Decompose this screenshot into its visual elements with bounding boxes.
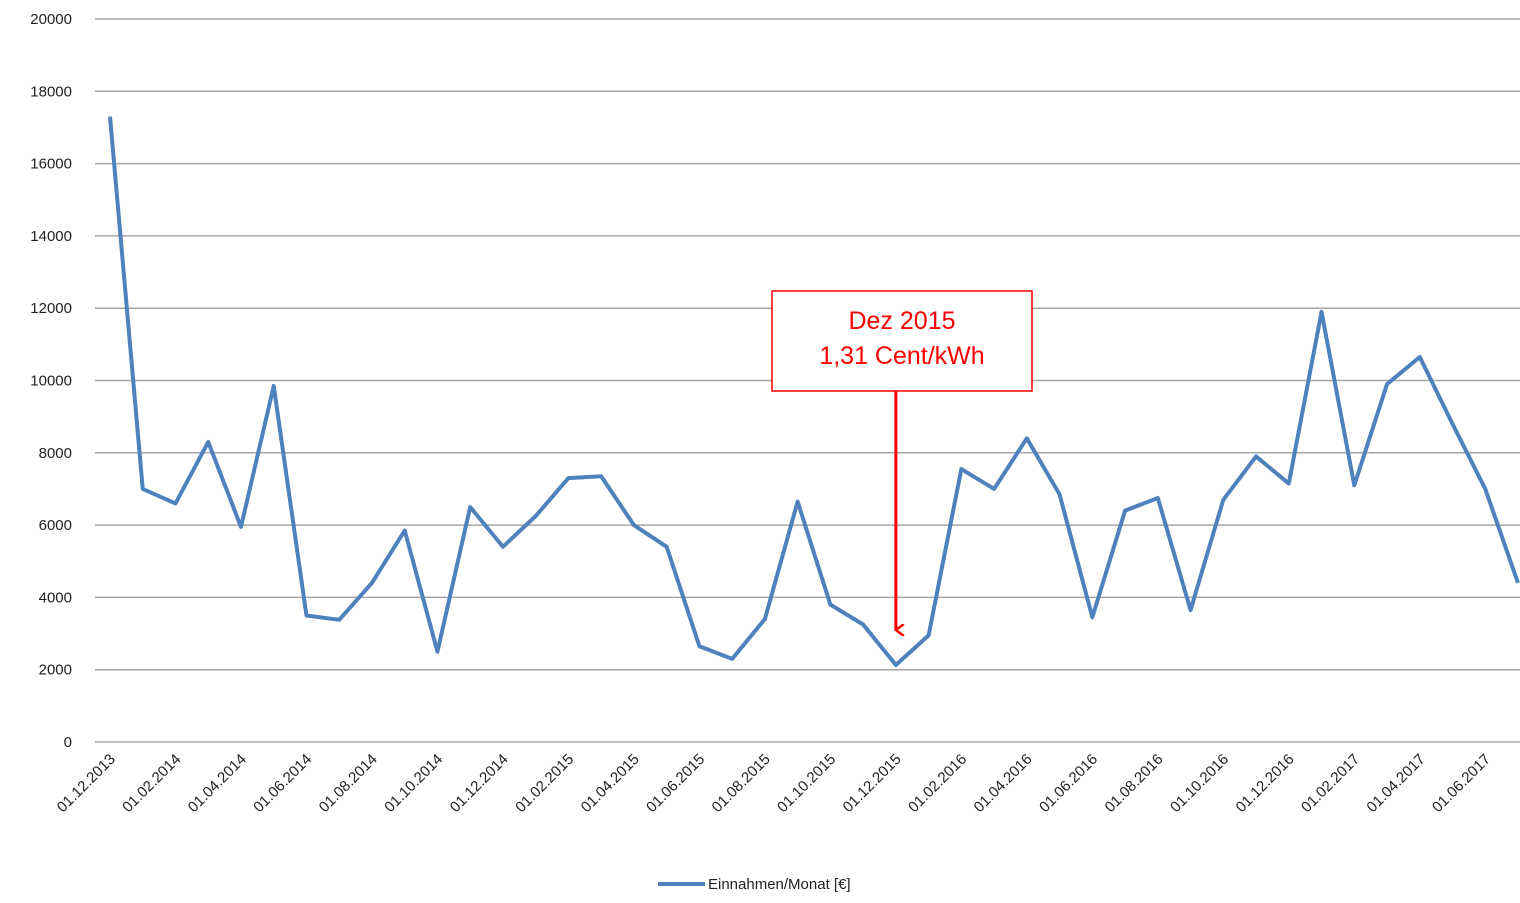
annotation-text: Dez 2015 xyxy=(848,307,955,335)
x-tick-label: 01.06.2015 xyxy=(643,751,708,816)
annotation-text: 1,31 Cent/kWh xyxy=(819,342,984,370)
y-tick-label: 18000 xyxy=(30,83,72,100)
x-tick-label: 01.10.2014 xyxy=(381,751,446,816)
x-tick-label: 01.04.2015 xyxy=(578,751,643,816)
x-tick-label: 01.10.2015 xyxy=(774,751,839,816)
x-tick-label: 01.02.2014 xyxy=(119,751,184,816)
x-tick-label: 01.02.2017 xyxy=(1298,751,1363,816)
x-tick-label: 01.02.2016 xyxy=(905,751,970,816)
y-tick-label: 6000 xyxy=(39,517,72,534)
y-tick-label: 2000 xyxy=(39,662,72,679)
x-tick-label: 01.04.2017 xyxy=(1363,751,1428,816)
x-tick-label: 01.06.2016 xyxy=(1036,751,1101,816)
x-tick-label: 01.06.2017 xyxy=(1429,751,1494,816)
x-tick-label: 01.12.2014 xyxy=(447,751,512,816)
x-tick-label: 01.12.2016 xyxy=(1233,751,1298,816)
x-tick-label: 01.08.2014 xyxy=(316,751,381,816)
y-tick-label: 12000 xyxy=(30,300,72,317)
y-tick-label: 4000 xyxy=(39,589,72,606)
y-tick-label: 16000 xyxy=(30,156,72,173)
y-tick-label: 8000 xyxy=(39,445,72,462)
x-tick-label: 01.08.2016 xyxy=(1102,751,1167,816)
x-tick-label: 01.02.2015 xyxy=(512,751,577,816)
y-tick-label: 0 xyxy=(64,734,72,751)
data-line xyxy=(108,116,1520,667)
y-tick-label: 10000 xyxy=(30,373,72,390)
x-tick-label: 01.04.2016 xyxy=(971,751,1036,816)
x-tick-label: 01.12.2013 xyxy=(54,751,119,816)
y-tick-label: 20000 xyxy=(30,11,72,28)
annotation-box xyxy=(771,290,1033,392)
x-tick-label: 01.04.2014 xyxy=(185,751,250,816)
x-tick-label: 01.10.2016 xyxy=(1167,751,1232,816)
x-tick-label: 01.06.2014 xyxy=(250,751,315,816)
x-tick-label: 01.08.2015 xyxy=(709,751,774,816)
y-tick-label: 14000 xyxy=(30,228,72,245)
legend-label: Einnahmen/Monat [€] xyxy=(708,876,851,893)
x-tick-label: 01.12.2015 xyxy=(840,751,905,816)
